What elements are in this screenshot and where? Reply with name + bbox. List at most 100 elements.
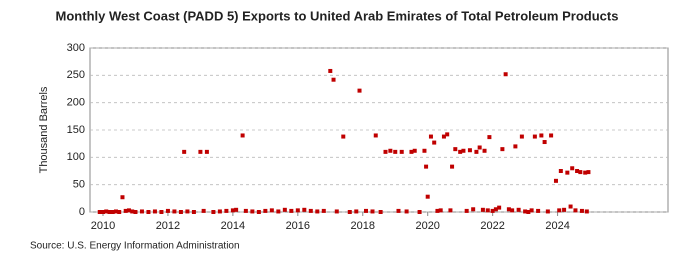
point: [404, 209, 409, 214]
point: [553, 178, 558, 183]
point: [240, 133, 245, 138]
point: [586, 170, 591, 175]
point: [399, 149, 404, 154]
point: [172, 209, 177, 214]
point: [500, 147, 505, 152]
x-tick-label: 2014: [221, 220, 245, 232]
point: [373, 133, 378, 138]
point: [321, 208, 326, 213]
point: [493, 207, 498, 212]
point: [424, 164, 429, 169]
point: [282, 207, 287, 212]
point: [573, 208, 578, 213]
x-tick-label: 2010: [91, 220, 115, 232]
point: [568, 204, 573, 209]
point: [584, 209, 589, 214]
point: [482, 148, 487, 153]
point: [341, 134, 346, 139]
point: [191, 210, 196, 214]
point: [562, 207, 567, 212]
point: [445, 132, 450, 137]
point: [578, 170, 583, 175]
point: [256, 210, 261, 214]
point: [204, 149, 209, 154]
point: [146, 210, 151, 214]
point: [565, 170, 570, 175]
point: [159, 210, 164, 214]
point: [357, 88, 362, 93]
point: [417, 210, 422, 214]
point: [516, 207, 521, 212]
x-tick-label: 2016: [286, 220, 310, 232]
y-tick-label: 300: [67, 42, 85, 54]
point: [139, 209, 144, 214]
point: [198, 149, 203, 154]
point: [480, 207, 485, 212]
point: [503, 72, 508, 77]
point: [165, 208, 170, 213]
point: [334, 209, 339, 214]
y-axis-label: Thousand Barrels: [38, 86, 50, 173]
point: [539, 133, 544, 138]
point: [201, 208, 206, 213]
point: [477, 145, 482, 150]
point: [490, 208, 495, 213]
point: [474, 149, 479, 154]
point: [435, 208, 440, 213]
point: [432, 140, 437, 145]
point: [532, 134, 537, 139]
y-tick-label: 50: [73, 179, 85, 191]
point: [104, 209, 109, 214]
point: [513, 144, 518, 149]
point: [370, 209, 375, 214]
point: [464, 208, 469, 213]
point: [506, 207, 511, 212]
point: [549, 133, 554, 138]
point: [510, 208, 515, 213]
x-tick-label: 2024: [545, 220, 569, 232]
point: [234, 207, 239, 212]
point: [263, 208, 268, 213]
x-tick-label: 2018: [351, 220, 375, 232]
point: [211, 210, 216, 214]
point: [425, 194, 430, 199]
point: [97, 210, 102, 214]
point: [224, 208, 229, 213]
point: [523, 209, 528, 214]
point: [378, 210, 383, 214]
point: [328, 68, 333, 73]
x-tick-label: 2020: [415, 220, 439, 232]
point: [575, 169, 580, 173]
point: [461, 148, 466, 153]
point: [450, 164, 455, 169]
point: [396, 208, 401, 213]
point: [485, 208, 490, 213]
point: [130, 209, 135, 214]
point: [519, 134, 524, 139]
point: [126, 208, 131, 213]
point: [123, 208, 128, 213]
point: [302, 207, 307, 212]
point: [185, 209, 190, 214]
y-tick-label: 150: [67, 124, 85, 136]
point: [243, 208, 248, 213]
point: [388, 148, 393, 153]
point: [347, 210, 352, 214]
point: [289, 208, 294, 213]
chart-title: Monthly West Coast (PADD 5) Exports to U…: [56, 8, 619, 23]
x-tick-label: 2012: [156, 220, 180, 232]
point: [383, 149, 388, 154]
point: [230, 208, 235, 213]
point: [583, 170, 588, 175]
point: [542, 140, 547, 145]
point: [471, 207, 476, 212]
point: [178, 210, 183, 214]
point: [497, 205, 502, 210]
point: [438, 208, 443, 213]
point: [412, 148, 417, 153]
point: [467, 148, 472, 153]
point: [428, 134, 433, 139]
point: [354, 209, 359, 214]
point: [393, 149, 398, 154]
point: [113, 209, 118, 214]
